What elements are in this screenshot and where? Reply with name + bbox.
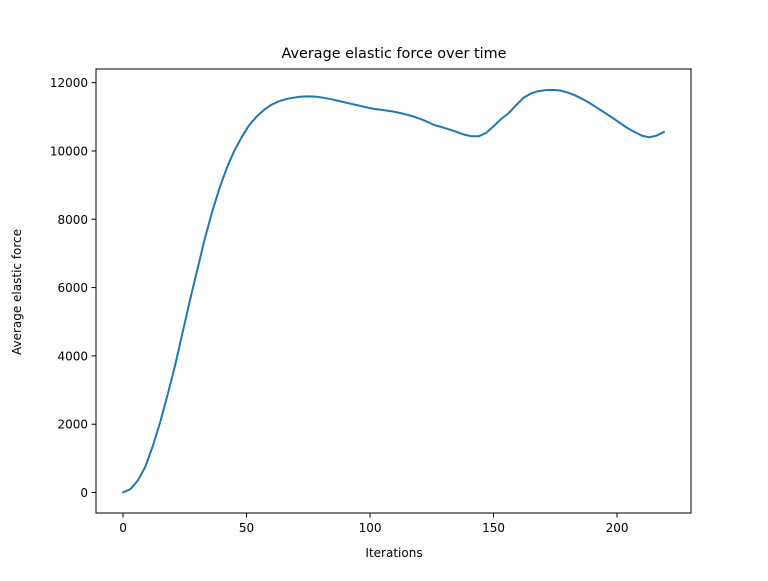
x-tick-label: 200 [606, 521, 629, 535]
y-tick-label: 4000 [57, 349, 88, 363]
y-tick-label: 8000 [57, 213, 88, 227]
series-line-0 [122, 88, 665, 494]
y-axis-label: Average elastic force [10, 229, 24, 355]
y-tick-label: 10000 [50, 144, 88, 158]
axes-frame [95, 68, 692, 514]
x-tick-label: 150 [482, 521, 505, 535]
chart-title: Average elastic force over time [282, 46, 507, 62]
x-tick-label: 50 [239, 521, 254, 535]
y-tick-label: 12000 [50, 76, 88, 90]
y-tick-label: 6000 [57, 281, 88, 295]
y-tick-label: 2000 [57, 418, 88, 432]
y-tick-label: 0 [80, 486, 88, 500]
x-tick-label: 100 [359, 521, 382, 535]
x-tick-label: 0 [119, 521, 127, 535]
x-axis-label: Iterations [365, 546, 422, 560]
